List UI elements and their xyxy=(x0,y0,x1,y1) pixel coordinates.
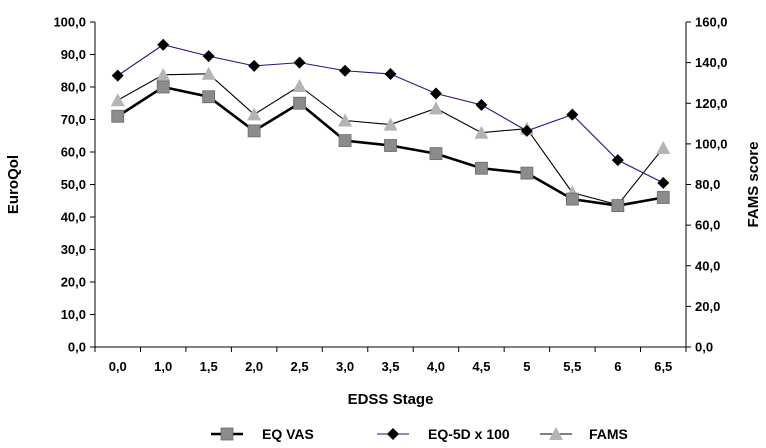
x-tick-label: 3,5 xyxy=(381,359,399,374)
data-point-fams xyxy=(383,117,398,131)
right-tick-label: 20,0 xyxy=(695,299,720,314)
data-point-eq-5d-x-100 xyxy=(293,56,306,69)
data-point-eq-5d-x-100 xyxy=(657,176,670,189)
data-point-eq-5d-x-100 xyxy=(111,69,124,82)
data-point-fams xyxy=(201,66,216,80)
right-tick-label: 140,0 xyxy=(695,55,728,70)
data-point-fams xyxy=(292,78,307,92)
data-point-eq-vas xyxy=(429,147,443,161)
x-tick-label: 1,5 xyxy=(200,359,218,374)
left-tick-label: 0,0 xyxy=(68,340,86,355)
left-tick-label: 80,0 xyxy=(61,80,86,95)
right-axis-title: FAMS score xyxy=(745,142,762,228)
data-point-eq-5d-x-100 xyxy=(202,50,215,63)
data-point-eq-5d-x-100 xyxy=(248,59,261,72)
x-tick-label: 6,5 xyxy=(654,359,672,374)
left-tick-label: 60,0 xyxy=(61,145,86,160)
data-point-eq-vas xyxy=(111,109,125,123)
x-tick-label: 1,0 xyxy=(154,359,172,374)
data-point-eq-vas xyxy=(520,166,534,180)
right-tick-label: 40,0 xyxy=(695,258,720,273)
right-tick-label: 0,0 xyxy=(695,340,713,355)
data-point-eq-5d-x-100 xyxy=(384,68,397,80)
x-tick-label: 4,5 xyxy=(472,359,490,374)
data-point-eq-5d-x-100 xyxy=(157,38,170,51)
legend-label-fams: FAMS xyxy=(589,426,628,442)
x-tick-label: 3,0 xyxy=(336,359,354,374)
x-tick-label: 0,0 xyxy=(109,359,127,374)
left-tick-label: 30,0 xyxy=(61,242,86,257)
x-tick-label: 2,0 xyxy=(245,359,263,374)
right-tick-label: 80,0 xyxy=(695,177,720,192)
left-tick-label: 100,0 xyxy=(53,15,86,30)
data-point-fams xyxy=(110,93,125,107)
legend-marker-eq-5d-x-100 xyxy=(387,428,399,440)
series-line-eq-5d-x-100 xyxy=(117,44,664,184)
data-point-eq-vas xyxy=(293,96,306,110)
data-point-fams xyxy=(474,125,489,139)
x-axis-title: EDSS Stage xyxy=(348,391,434,408)
left-axis-title: EuroQol xyxy=(5,155,22,214)
left-tick-label: 50,0 xyxy=(61,177,86,192)
data-point-eq-vas xyxy=(156,80,170,94)
legend-marker-fams xyxy=(549,427,563,440)
data-point-fams xyxy=(656,140,671,154)
left-tick-label: 40,0 xyxy=(61,210,86,225)
legend-label-eq-5d-x-100: EQ-5D x 100 xyxy=(428,426,510,442)
data-point-fams xyxy=(428,101,443,115)
data-point-eq-5d-x-100 xyxy=(429,87,442,100)
x-tick-label: 6 xyxy=(614,359,621,374)
data-point-fams xyxy=(338,113,353,127)
data-point-eq-5d-x-100 xyxy=(520,124,533,137)
x-tick-label: 5,5 xyxy=(563,359,581,374)
left-tick-label: 70,0 xyxy=(61,112,86,127)
left-tick-label: 90,0 xyxy=(61,47,86,62)
data-point-fams xyxy=(247,107,262,121)
data-point-eq-vas xyxy=(202,90,216,104)
legend-label-eq-vas: EQ VAS xyxy=(262,426,314,442)
left-tick-label: 10,0 xyxy=(61,307,86,322)
right-tick-label: 160,0 xyxy=(695,15,728,30)
right-tick-label: 60,0 xyxy=(695,218,720,233)
data-point-eq-vas xyxy=(656,191,670,204)
legend-marker-eq-vas xyxy=(220,427,234,441)
data-point-eq-vas xyxy=(384,139,397,152)
data-point-eq-5d-x-100 xyxy=(566,108,579,121)
data-point-eq-vas xyxy=(338,134,352,148)
data-point-eq-vas xyxy=(247,124,261,138)
data-point-eq-vas xyxy=(611,199,625,213)
right-tick-label: 120,0 xyxy=(695,96,728,111)
right-tick-label: 100,0 xyxy=(695,136,728,151)
data-point-eq-5d-x-100 xyxy=(475,98,488,111)
data-point-fams xyxy=(156,67,171,81)
data-point-eq-vas xyxy=(565,192,579,206)
data-point-eq-5d-x-100 xyxy=(611,154,624,167)
data-point-eq-vas xyxy=(475,161,488,175)
x-tick-label: 2,5 xyxy=(291,359,309,374)
x-tick-label: 5 xyxy=(523,359,530,374)
data-point-eq-5d-x-100 xyxy=(339,64,352,77)
left-tick-label: 20,0 xyxy=(61,275,86,290)
x-tick-label: 4,0 xyxy=(427,359,445,374)
